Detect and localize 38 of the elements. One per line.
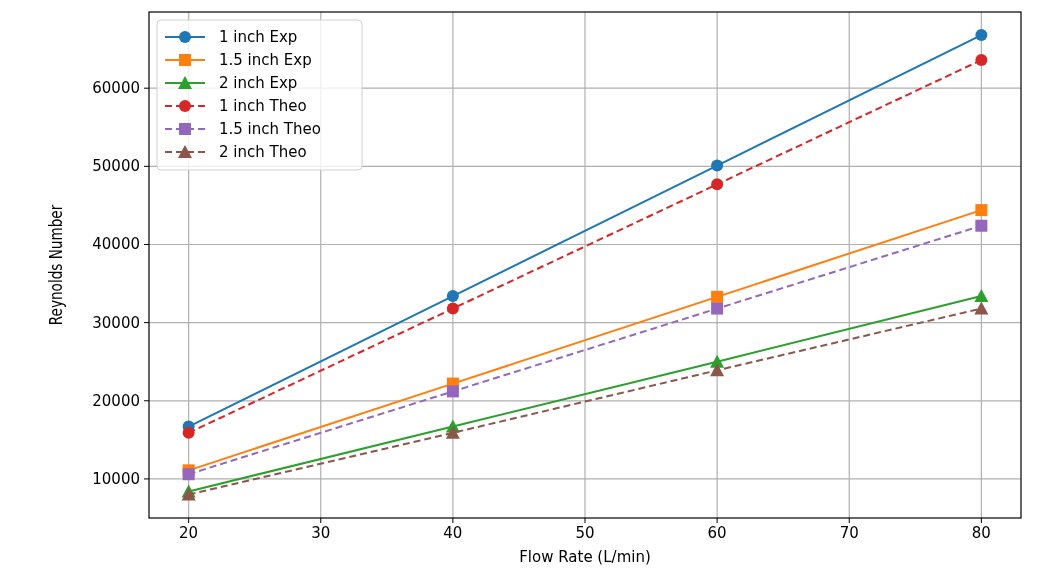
legend-label: 1.5 inch Theo (219, 120, 321, 138)
point (974, 301, 989, 315)
y-axis-title: Reynolds Number (46, 204, 67, 326)
point (446, 290, 459, 303)
point (711, 159, 724, 172)
x-tick-label: 80 (971, 524, 991, 542)
y-tick-label: 40000 (92, 235, 140, 254)
point (975, 54, 988, 67)
x-tick-label: 40 (443, 524, 463, 542)
y-tick-label: 20000 (92, 391, 140, 410)
x-tick-label: 30 (311, 524, 331, 542)
point (711, 290, 724, 303)
point (446, 385, 459, 398)
legend-label: 1 inch Exp (219, 28, 298, 46)
point (975, 219, 988, 232)
legend-label: 1 inch Theo (219, 97, 307, 115)
x-tick-label: 60 (707, 524, 727, 542)
x-tick-label: 70 (839, 524, 859, 542)
point (182, 426, 195, 439)
point (711, 178, 724, 191)
y-tick-label: 30000 (92, 313, 140, 332)
legend-label: 2 inch Exp (219, 74, 298, 92)
y-tick-label: 10000 (92, 469, 140, 488)
point (975, 204, 988, 217)
point (710, 363, 725, 377)
legend-label: 1.5 inch Exp (219, 51, 312, 69)
x-axis-title: Flow Rate (L/min) (519, 548, 651, 566)
point (974, 289, 989, 303)
x-tick-label: 20 (179, 524, 199, 542)
y-tick-label: 50000 (92, 157, 140, 176)
point (445, 425, 460, 439)
point (711, 302, 724, 315)
x-tick-label: 50 (575, 524, 595, 542)
legend-label: 2 inch Theo (219, 143, 307, 161)
y-tick-label: 60000 (92, 79, 140, 98)
point (182, 468, 195, 481)
point (446, 302, 459, 315)
point (975, 29, 988, 42)
